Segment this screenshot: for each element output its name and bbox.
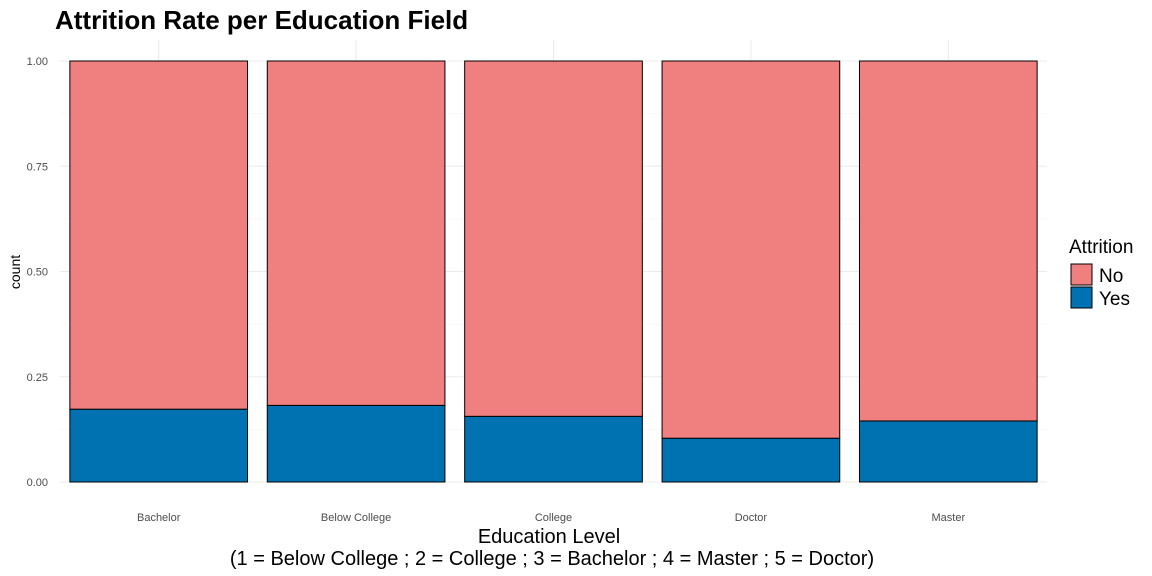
legend-key-no bbox=[1070, 263, 1093, 286]
legend-label-no: No bbox=[1099, 266, 1123, 287]
x-axis-ticks: Bachelor Below College College Doctor Master bbox=[137, 512, 965, 524]
bar-no-bachelor bbox=[69, 60, 249, 410]
legend-label-yes: Yes bbox=[1099, 289, 1130, 310]
x-tick-label: Below College bbox=[321, 512, 391, 524]
y-tick-label: 0.75 bbox=[27, 161, 48, 173]
x-tick-label: Master bbox=[931, 512, 965, 524]
legend-title: Attrition bbox=[1069, 237, 1133, 258]
bar-no-college bbox=[464, 60, 643, 417]
y-tick-label: 0.50 bbox=[27, 267, 48, 279]
x-tick-label: Bachelor bbox=[137, 512, 181, 524]
bar-no-doctor bbox=[661, 60, 841, 439]
bar-yes-college bbox=[464, 415, 643, 483]
bar-yes-doctor bbox=[661, 437, 841, 483]
y-tick-label: 0.25 bbox=[27, 372, 48, 384]
bar-no-master bbox=[858, 60, 1038, 422]
y-tick-label: 1.00 bbox=[27, 56, 48, 68]
y-axis-label: count bbox=[7, 255, 23, 289]
chart-title: Attrition Rate per Education Field bbox=[55, 5, 468, 35]
x-axis-label: Education Level bbox=[478, 526, 620, 548]
x-tick-label: Doctor bbox=[735, 512, 768, 524]
x-axis-sublabel: (1 = Below College ; 2 = College ; 3 = B… bbox=[230, 548, 874, 570]
y-tick-label: 0.00 bbox=[27, 477, 48, 489]
y-axis-ticks: 0.00 0.25 0.50 0.75 1.00 bbox=[27, 56, 48, 489]
bars bbox=[69, 60, 1038, 483]
bar-no-below-college bbox=[266, 60, 446, 406]
legend-key-yes bbox=[1070, 286, 1093, 309]
bar-yes-bachelor bbox=[69, 408, 249, 483]
bar-yes-master bbox=[858, 420, 1038, 483]
x-tick-label: College bbox=[535, 512, 572, 524]
bar-yes-below-college bbox=[266, 404, 446, 483]
